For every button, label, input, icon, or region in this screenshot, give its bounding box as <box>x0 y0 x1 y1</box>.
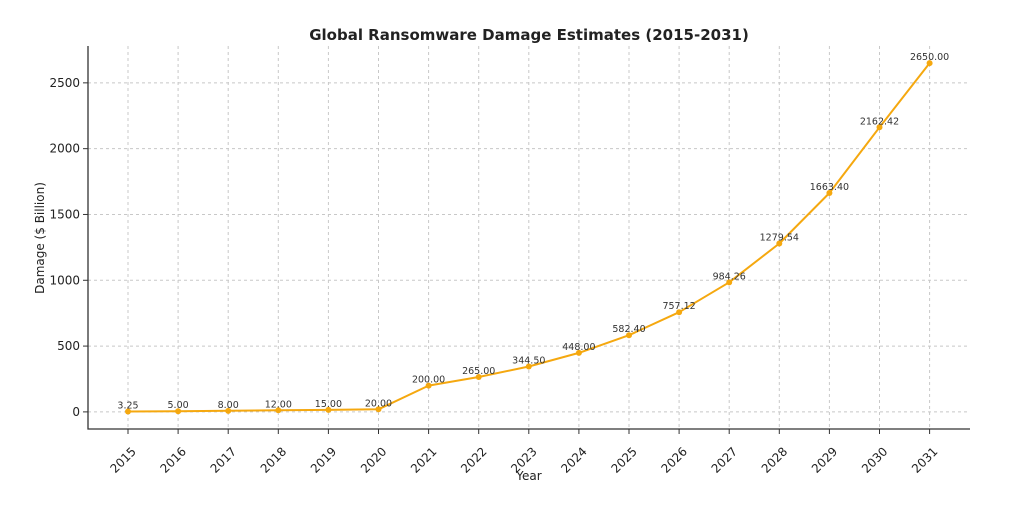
data-point <box>375 406 382 413</box>
data-point <box>826 189 833 196</box>
data-label: 1663.40 <box>810 182 849 193</box>
data-label: 448.00 <box>562 342 595 353</box>
data-point <box>676 309 683 316</box>
data-label: 582.40 <box>612 324 645 335</box>
x-tick-label: 2020 <box>358 444 389 475</box>
data-label: 3.25 <box>117 400 138 411</box>
data-point <box>475 374 482 381</box>
axes-frame <box>87 46 970 430</box>
x-tick-label: 2028 <box>759 444 790 475</box>
data-label: 8.00 <box>218 400 239 411</box>
x-tick-label: 2030 <box>859 444 890 475</box>
data-label: 2162.42 <box>860 116 899 127</box>
x-tick-label: 2018 <box>258 444 289 475</box>
y-axis-label: Damage ($ Billion) <box>33 182 47 294</box>
data-point <box>175 408 182 415</box>
data-point <box>525 363 532 370</box>
data-point <box>125 408 131 415</box>
y-axis-ticks: 0 500 1000 1500 2000 2500 <box>49 76 88 419</box>
x-axis-label: Year <box>515 469 541 483</box>
data-point <box>776 240 783 247</box>
y-tick-label: 500 <box>57 339 80 353</box>
data-label: 344.50 <box>512 356 545 367</box>
y-tick-label: 1500 <box>49 207 80 221</box>
x-tick-label: 2015 <box>107 444 138 475</box>
data-point <box>425 382 432 389</box>
data-label: 20.00 <box>365 398 392 409</box>
data-labels: 3.25 5.00 8.00 12.00 15.00 20.00 200.00 265.00 3… <box>117 52 949 411</box>
x-tick-label: 2024 <box>558 444 589 475</box>
y-tick-label: 2000 <box>49 142 80 156</box>
chart-title: Global Ransomware Damage Estimates (2015… <box>309 26 749 44</box>
data-label: 15.00 <box>315 399 342 410</box>
x-tick-label: 2027 <box>709 444 740 475</box>
data-point <box>275 407 282 414</box>
data-label: 1279.54 <box>760 232 799 243</box>
data-points <box>125 60 933 415</box>
x-tick-label: 2016 <box>158 444 189 475</box>
data-point <box>926 60 933 67</box>
x-tick-label: 2031 <box>909 444 940 475</box>
x-tick-label: 2022 <box>458 444 489 475</box>
x-tick-label: 2026 <box>659 444 690 475</box>
y-tick-label: 0 <box>72 405 80 419</box>
y-tick-label: 1000 <box>49 273 80 287</box>
x-tick-label: 2025 <box>608 444 639 475</box>
grid-lines <box>88 46 970 429</box>
data-point <box>225 407 232 414</box>
data-point <box>626 332 632 339</box>
data-label: 757.12 <box>662 301 695 312</box>
data-label: 265.00 <box>462 366 495 377</box>
data-label: 200.00 <box>412 375 445 386</box>
x-tick-label: 2017 <box>208 444 239 475</box>
data-point <box>325 406 332 413</box>
data-label: 5.00 <box>168 400 189 411</box>
y-tick-label: 2500 <box>49 76 80 90</box>
x-tick-label: 2021 <box>408 444 439 475</box>
data-label: 2650.00 <box>910 52 949 63</box>
x-tick-label: 2029 <box>809 444 840 475</box>
x-tick-label: 2019 <box>308 444 339 475</box>
data-label: 984.26 <box>713 271 746 282</box>
data-point <box>876 124 883 131</box>
data-label: 12.00 <box>265 399 292 410</box>
data-point <box>575 349 582 356</box>
data-point <box>726 279 733 286</box>
